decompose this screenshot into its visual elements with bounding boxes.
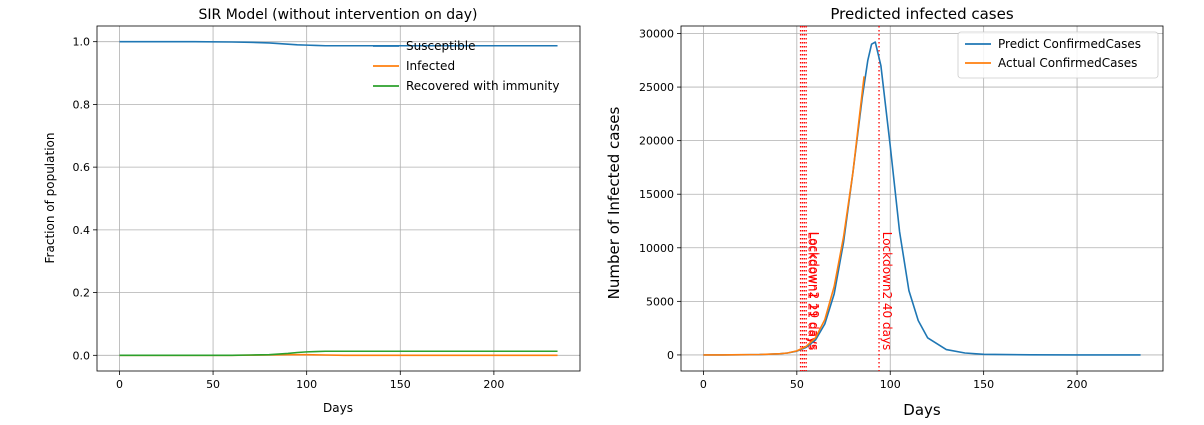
sir-legend: Susceptible Infected Recovered with immuni…	[373, 39, 559, 93]
infected-x-tick-label: 200	[1067, 378, 1088, 391]
infected-y-axis-label: Number of Infected cases	[605, 107, 623, 300]
infected-y-tick-label: 25000	[639, 81, 674, 94]
sir-x-tick-label: 100	[296, 378, 317, 391]
infected-y-tick-label: 5000	[646, 295, 674, 308]
sir-x-tick-label: 50	[206, 378, 220, 391]
infected-x-axis-label: Days	[903, 401, 941, 419]
sir-series-line-1	[119, 40, 558, 47]
infected-y-tick-label: 0	[667, 349, 674, 362]
sir-series-line-3	[119, 350, 558, 357]
infected-plot-area	[680, 25, 1164, 372]
sir-x-tick-label: 0	[116, 378, 123, 391]
sir-chart: SIR Model (without intervention on day) …	[43, 7, 581, 415]
sir-y-tick-label: 0.0	[73, 349, 91, 362]
lockdown-label: Lockdown2 19 days	[807, 232, 821, 351]
lockdown-label: Lockdown2 40 days	[880, 232, 894, 351]
infected-y-tick-label: 15000	[639, 188, 674, 201]
sir-legend-label: Recovered with immunity	[406, 79, 559, 93]
sir-y-tick-label: 1.0	[73, 36, 91, 49]
infected-y-tick-label: 20000	[639, 135, 674, 148]
lockdown-label: Lockdown1 21 days	[805, 232, 819, 351]
infected-x-tick-label: 0	[700, 378, 707, 391]
infected-series-line-1	[703, 41, 1141, 356]
infected-y-tick-label: 10000	[639, 242, 674, 255]
sir-y-tick-label: 0.6	[73, 161, 91, 174]
infected-legend-label: Actual ConfirmedCases	[998, 56, 1137, 70]
infected-x-tick-label: 100	[880, 378, 901, 391]
sir-x-tick-label: 150	[390, 378, 411, 391]
sir-y-axis-label: Fraction of population	[43, 133, 57, 264]
infected-y-tick-label: 30000	[639, 28, 674, 41]
sir-legend-label: Infected	[406, 59, 455, 73]
sir-plot-area	[96, 25, 581, 372]
infected-chart-title: Predicted infected cases	[830, 5, 1013, 23]
sir-y-tick-label: 0.2	[73, 287, 91, 300]
infected-series-line-2	[703, 76, 865, 356]
sir-y-tick-label: 0.8	[73, 98, 91, 111]
sir-x-tick-label: 200	[483, 378, 504, 391]
infected-cases-chart: Predicted infected cases Days Number of …	[605, 5, 1164, 419]
infected-legend-label: Predict ConfirmedCases	[998, 37, 1141, 51]
sir-grid	[97, 26, 580, 371]
infected-legend-box	[957, 31, 1159, 79]
sir-y-tick-label: 0.4	[73, 224, 91, 237]
infected-legend: Predict ConfirmedCases Actual ConfirmedCa…	[957, 31, 1159, 79]
sir-chart-title: SIR Model (without intervention on day)	[199, 7, 478, 23]
infected-x-tick-label: 150	[973, 378, 994, 391]
sir-x-axis-label: Days	[323, 401, 353, 415]
infected-x-tick-label: 50	[790, 378, 804, 391]
sir-legend-label: Susceptible	[406, 39, 475, 53]
